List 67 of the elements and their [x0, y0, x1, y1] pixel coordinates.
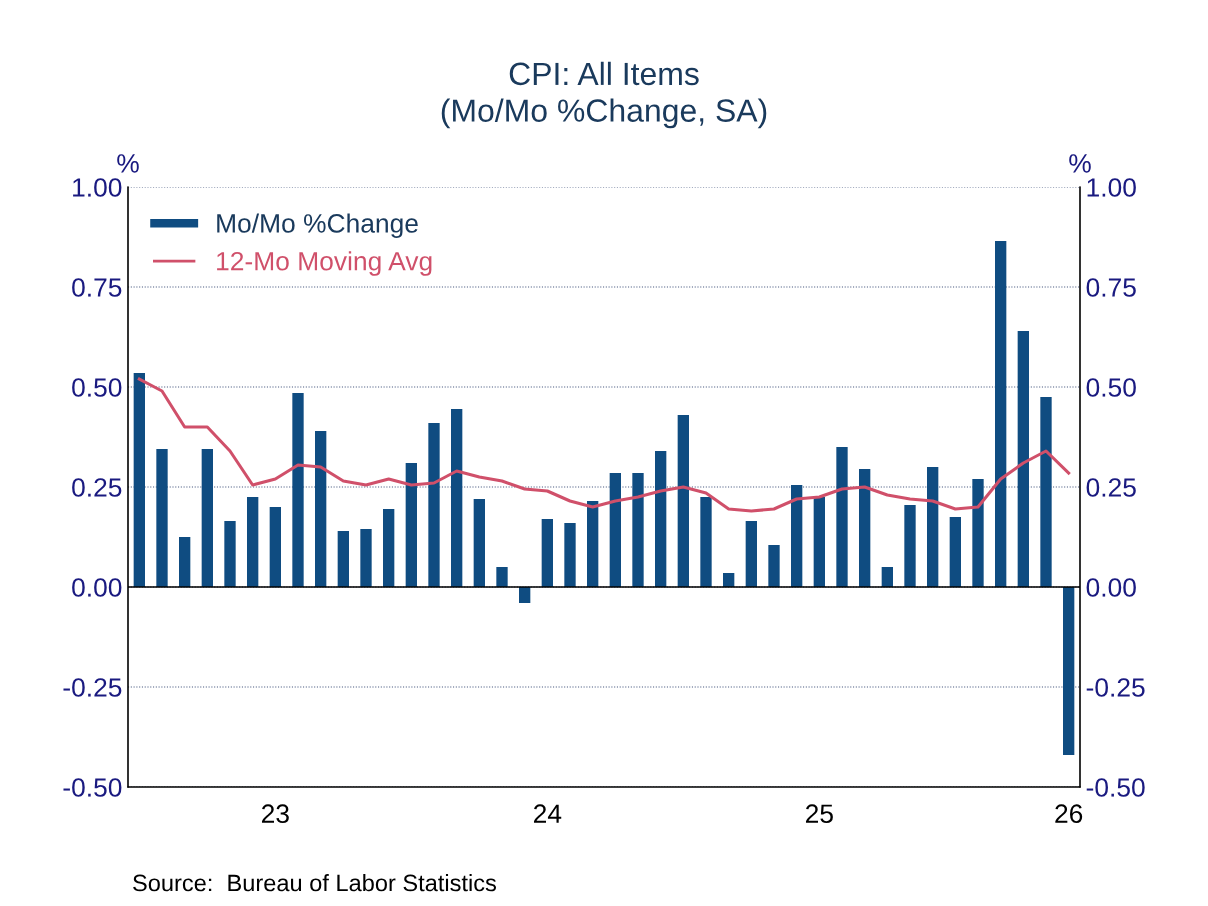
y2-tick-label: -0.50 — [1086, 778, 1145, 797]
bar — [383, 509, 395, 587]
bar — [541, 519, 553, 587]
y-tick-label: 1.00 — [73, 178, 122, 197]
y2-tick-label: 0.50 — [1086, 378, 1136, 397]
y2-axis-title: % — [1069, 154, 1091, 173]
bar — [723, 573, 735, 587]
x-tick-label: 25 — [805, 804, 833, 824]
bar — [904, 505, 916, 587]
bar — [836, 447, 848, 587]
bar — [292, 393, 304, 587]
bar — [224, 521, 236, 587]
bar — [360, 529, 372, 587]
bar — [564, 523, 576, 587]
y-tick-label: 0.50 — [72, 378, 122, 397]
bar — [496, 567, 508, 587]
y2-tick-label: 0.75 — [1086, 278, 1136, 297]
bar — [315, 431, 327, 587]
y2-tick-label: 0.25 — [1086, 478, 1136, 497]
y-tick-label: -0.50 — [63, 778, 122, 797]
bar — [179, 537, 191, 587]
y-tick-label: 0.00 — [72, 578, 122, 597]
bar — [927, 467, 939, 587]
bar — [451, 409, 463, 587]
x-tick-label: 26 — [1055, 804, 1083, 824]
bar — [677, 415, 689, 587]
y2-tick-label: 0.00 — [1086, 578, 1136, 597]
bar — [1017, 331, 1029, 587]
legend-label: Mo/Mo %Change — [217, 213, 418, 238]
bar — [519, 587, 531, 603]
y-axis-title: % — [117, 154, 139, 173]
source-note: Source: Bureau of Labor Statistics — [133, 873, 496, 892]
bar — [813, 497, 825, 587]
legend-label: 12-Mo Moving Avg — [217, 251, 432, 276]
bar — [1063, 587, 1075, 755]
bar — [700, 497, 712, 587]
y2-tick-label: 1.00 — [1087, 178, 1136, 197]
bar — [791, 485, 803, 587]
bar — [428, 423, 440, 587]
bar — [405, 463, 417, 587]
y-tick-label: 0.75 — [72, 278, 122, 297]
bar — [587, 501, 599, 587]
bar — [156, 449, 168, 587]
bar — [133, 373, 145, 587]
bar — [972, 479, 984, 587]
bar — [473, 499, 485, 587]
bar — [949, 517, 961, 587]
y-tick-label: -0.25 — [63, 678, 122, 697]
x-tick-label: 24 — [533, 804, 562, 823]
bar — [859, 469, 871, 587]
line-series — [137, 377, 1071, 513]
bar — [768, 545, 780, 587]
bar — [745, 521, 757, 587]
bar — [632, 473, 644, 587]
bar — [337, 531, 349, 587]
bar — [1040, 397, 1052, 587]
y2-tick-label: -0.25 — [1086, 678, 1145, 697]
bar — [269, 507, 281, 587]
bar — [201, 449, 213, 587]
bar — [609, 473, 621, 587]
bar — [995, 241, 1007, 587]
bar — [247, 497, 259, 587]
chart-title: CPI: All Items (Mo/Mo %Change, SA) — [441, 61, 767, 129]
bar — [881, 567, 893, 587]
bar — [655, 451, 667, 587]
x-tick-label: 23 — [261, 804, 289, 824]
y-tick-label: 0.25 — [72, 478, 122, 497]
